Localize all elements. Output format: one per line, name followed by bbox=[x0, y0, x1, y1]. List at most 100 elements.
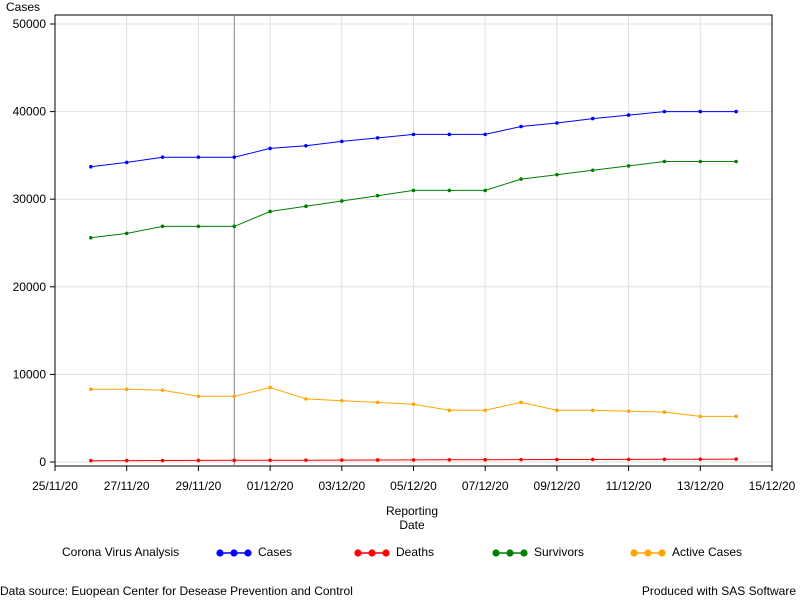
data-point-cases bbox=[124, 160, 129, 165]
data-point-deaths bbox=[196, 458, 201, 463]
data-point-deaths bbox=[268, 458, 272, 463]
legend-title: Corona Virus Analysis bbox=[62, 545, 180, 559]
legend-label-deaths: Deaths bbox=[396, 545, 435, 559]
legend-swatch-deaths bbox=[354, 549, 390, 557]
y-tick-label: 40000 bbox=[13, 105, 47, 119]
data-point-cases bbox=[340, 139, 344, 144]
legend-swatch-marker bbox=[230, 549, 238, 557]
y-tick-label: 50000 bbox=[13, 17, 47, 31]
data-point-active-cases bbox=[698, 414, 703, 419]
data-point-survivors bbox=[483, 188, 488, 193]
data-point-active-cases bbox=[160, 388, 165, 392]
data-point-active-cases bbox=[268, 385, 272, 390]
data-point-cases bbox=[268, 146, 272, 151]
legend-label-survivors: Survivors bbox=[534, 545, 585, 559]
data-point-active-cases bbox=[555, 408, 559, 413]
x-tick-label: 05/12/20 bbox=[390, 479, 437, 493]
data-point-survivors bbox=[232, 224, 237, 229]
legend-swatch-marker bbox=[354, 549, 362, 557]
x-tick-label: 25/11/20 bbox=[32, 479, 78, 493]
y-tick-label: 0 bbox=[39, 455, 46, 469]
x-tick-label: 11/12/20 bbox=[606, 479, 652, 493]
data-point-survivors bbox=[196, 224, 201, 229]
data-point-cases bbox=[232, 155, 237, 159]
legend-swatch-marker bbox=[492, 549, 500, 557]
data-point-survivors bbox=[375, 193, 380, 198]
legend-swatch-marker bbox=[520, 549, 528, 557]
footnote-produced-with: Produced with SAS Software bbox=[641, 584, 796, 598]
data-point-deaths bbox=[160, 458, 165, 463]
legend-swatch-active-cases bbox=[630, 549, 666, 557]
x-tick-label: 01/12/20 bbox=[247, 479, 294, 493]
data-point-active-cases bbox=[411, 402, 416, 406]
data-point-cases bbox=[519, 124, 523, 129]
data-point-survivors bbox=[626, 164, 631, 168]
legend-label-cases: Cases bbox=[258, 545, 293, 559]
data-point-survivors bbox=[340, 199, 344, 203]
legend-swatch-survivors bbox=[492, 549, 528, 557]
data-point-deaths bbox=[519, 457, 523, 462]
data-point-survivors bbox=[411, 188, 416, 193]
data-point-cases bbox=[304, 143, 308, 148]
legend-swatch-marker bbox=[244, 549, 252, 557]
data-point-deaths bbox=[304, 458, 308, 462]
data-point-deaths bbox=[375, 458, 380, 462]
data-point-survivors bbox=[124, 231, 129, 236]
x-axis-label-line1: Reporting bbox=[385, 504, 439, 518]
data-point-survivors bbox=[734, 159, 738, 164]
legend-swatch-marker bbox=[644, 549, 652, 557]
data-point-active-cases bbox=[89, 387, 93, 392]
data-point-cases bbox=[483, 132, 488, 137]
data-point-active-cases bbox=[447, 408, 452, 413]
legend-swatch-marker bbox=[630, 549, 638, 557]
data-point-survivors bbox=[160, 224, 165, 229]
data-point-survivors bbox=[447, 188, 452, 193]
data-point-active-cases bbox=[662, 410, 667, 414]
x-tick-label: 13/12/20 bbox=[677, 479, 724, 493]
legend-swatch-marker bbox=[506, 549, 514, 557]
x-tick-label: 07/12/20 bbox=[462, 479, 509, 493]
data-point-cases bbox=[447, 132, 452, 137]
data-point-survivors bbox=[89, 235, 93, 240]
data-point-survivors bbox=[698, 159, 703, 164]
data-point-deaths bbox=[340, 458, 344, 462]
legend: Corona Virus Analysis Cases Deaths Survi… bbox=[0, 544, 800, 562]
data-point-deaths bbox=[662, 457, 667, 462]
x-tick-label: 09/12/20 bbox=[534, 479, 581, 493]
data-point-cases bbox=[698, 109, 703, 114]
data-point-survivors bbox=[519, 177, 523, 181]
data-point-survivors bbox=[590, 168, 595, 173]
data-point-survivors bbox=[555, 172, 559, 177]
data-point-active-cases bbox=[626, 409, 631, 413]
data-point-cases bbox=[196, 155, 201, 159]
legend-swatch-marker bbox=[216, 549, 224, 557]
data-point-cases bbox=[662, 109, 667, 114]
data-point-deaths bbox=[698, 457, 703, 461]
data-point-deaths bbox=[411, 458, 416, 462]
legend-label-active-cases: Active Cases bbox=[672, 545, 743, 559]
data-point-cases bbox=[734, 109, 738, 114]
y-tick-label: 20000 bbox=[13, 280, 47, 294]
data-point-cases bbox=[375, 136, 380, 140]
data-point-deaths bbox=[555, 457, 559, 462]
data-point-cases bbox=[89, 164, 93, 169]
x-axis-label: Reporting Date bbox=[362, 504, 462, 532]
data-point-survivors bbox=[662, 159, 667, 164]
data-point-cases bbox=[626, 113, 631, 117]
legend-swatch-marker bbox=[382, 549, 390, 557]
data-point-active-cases bbox=[304, 397, 308, 401]
legend-swatch-marker bbox=[368, 549, 376, 557]
x-tick-label: 27/11/20 bbox=[104, 479, 150, 493]
data-point-deaths bbox=[626, 457, 631, 462]
data-point-survivors bbox=[304, 204, 308, 209]
data-point-deaths bbox=[89, 458, 93, 463]
data-point-deaths bbox=[447, 458, 452, 462]
x-axis-label-line2: Date bbox=[399, 518, 425, 532]
data-point-deaths bbox=[483, 457, 488, 462]
data-point-active-cases bbox=[196, 394, 201, 399]
y-tick-label: 10000 bbox=[13, 367, 47, 381]
data-point-active-cases bbox=[734, 414, 738, 419]
data-point-active-cases bbox=[590, 408, 595, 413]
